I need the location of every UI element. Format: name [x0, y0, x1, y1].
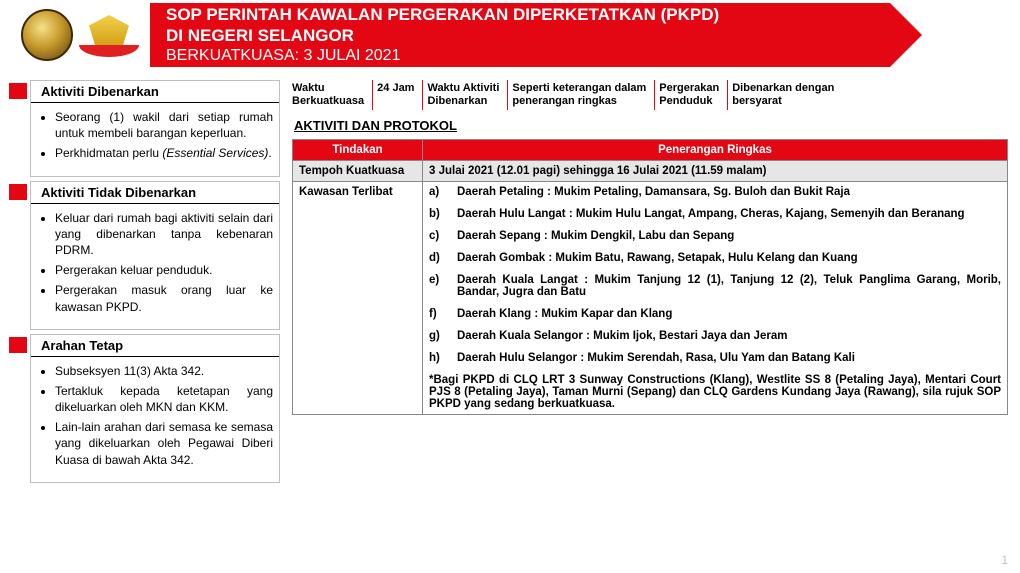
arahan-box: Arahan Tetap Subseksyen 11(3) Akta 342. … [30, 334, 280, 483]
arahan-list: Subseksyen 11(3) Akta 342. Tertakluk kep… [31, 357, 279, 482]
table-row: Kawasan Terlibat a)Daerah Petaling : Muk… [293, 182, 1008, 415]
area-item: a)Daerah Petaling : Mukim Petaling, Dama… [429, 186, 1001, 198]
info-row: WaktuBerkuatkuasa 24 Jam Waktu AktivitiD… [292, 80, 1008, 110]
list-item: Keluar dari rumah bagi aktiviti selain d… [55, 210, 273, 259]
cell-kawasan-label: Kawasan Terlibat [293, 182, 423, 415]
nsc-logo-icon [21, 9, 73, 61]
cell-kawasan-value: a)Daerah Petaling : Mukim Petaling, Dama… [423, 182, 1008, 415]
area-item: c)Daerah Sepang : Mukim Dengkil, Labu da… [429, 230, 1001, 242]
info-cell: 24 Jam [373, 80, 423, 110]
info-cell: Waktu AktivitiDibenarkan [423, 80, 508, 110]
info-cell: Dibenarkan denganbersyarat [728, 80, 842, 110]
jata-negara-icon [79, 9, 139, 61]
logo-area [0, 0, 150, 70]
cell-tempoh-label: Tempoh Kuatkuasa [293, 161, 423, 182]
area-item: g)Daerah Kuala Selangor : Mukim Ijok, Be… [429, 330, 1001, 342]
th-tindakan: Tindakan [293, 140, 423, 161]
list-item: Lain-lain arahan dari semasa ke semasa y… [55, 419, 273, 468]
info-cell: WaktuBerkuatkuasa [292, 80, 373, 110]
allowed-box: Aktiviti Dibenarkan Seorang (1) wakil da… [30, 80, 280, 177]
list-item: Seorang (1) wakil dari setiap rumah untu… [55, 109, 273, 141]
notallowed-list: Keluar dari rumah bagi aktiviti selain d… [31, 204, 279, 329]
list-item: Perkhidmatan perlu (Essential Services). [55, 145, 273, 161]
area-item: f)Daerah Klang : Mukim Kapar dan Klang [429, 308, 1001, 320]
area-item: e)Daerah Kuala Langat : Mukim Tanjung 12… [429, 274, 1001, 298]
title-line3: BERKUATKUASA: 3 JULAI 2021 [166, 46, 850, 66]
title-line2: DI NEGERI SELANGOR [166, 25, 850, 46]
list-item: Subseksyen 11(3) Akta 342. [55, 363, 273, 379]
list-item: Pergerakan masuk orang luar ke kawasan P… [55, 282, 273, 314]
title-banner: SOP PERINTAH KAWALAN PERGERAKAN DIPERKET… [150, 3, 890, 67]
header: SOP PERINTAH KAWALAN PERGERAKAN DIPERKET… [0, 0, 1020, 70]
th-penerangan: Penerangan Ringkas [423, 140, 1008, 161]
area-item: d)Daerah Gombak : Mukim Batu, Rawang, Se… [429, 252, 1001, 264]
cell-tempoh-value: 3 Julai 2021 (12.01 pagi) sehingga 16 Ju… [423, 161, 1008, 182]
list-item: Tertakluk kepada ketetapan yang dikeluar… [55, 383, 273, 415]
title-line1: SOP PERINTAH KAWALAN PERGERAKAN DIPERKET… [166, 4, 850, 25]
info-cell: PergerakanPenduduk [655, 80, 728, 110]
content-area: Aktiviti Dibenarkan Seorang (1) wakil da… [0, 70, 1020, 487]
list-item: Pergerakan keluar penduduk. [55, 262, 273, 278]
allowed-list: Seorang (1) wakil dari setiap rumah untu… [31, 103, 279, 176]
arahan-heading: Arahan Tetap [31, 335, 279, 357]
area-item: h)Daerah Hulu Selangor : Mukim Serendah,… [429, 352, 1001, 364]
notallowed-box: Aktiviti Tidak Dibenarkan Keluar dari ru… [30, 181, 280, 330]
allowed-heading: Aktiviti Dibenarkan [31, 81, 279, 103]
page-number: 1 [1001, 553, 1008, 567]
area-note: *Bagi PKPD di CLQ LRT 3 Sunway Construct… [429, 374, 1001, 410]
info-cell: Seperti keterangan dalampenerangan ringk… [508, 80, 655, 110]
notallowed-heading: Aktiviti Tidak Dibenarkan [31, 182, 279, 204]
protocol-table: Tindakan Penerangan Ringkas Tempoh Kuatk… [292, 139, 1008, 415]
protocol-heading: AKTIVITI DAN PROTOKOL [294, 118, 1008, 133]
table-header-row: Tindakan Penerangan Ringkas [293, 140, 1008, 161]
table-row: Tempoh Kuatkuasa 3 Julai 2021 (12.01 pag… [293, 161, 1008, 182]
area-item: b)Daerah Hulu Langat : Mukim Hulu Langat… [429, 208, 1001, 220]
right-column: WaktuBerkuatkuasa 24 Jam Waktu AktivitiD… [292, 80, 1008, 487]
left-column: Aktiviti Dibenarkan Seorang (1) wakil da… [30, 80, 280, 487]
